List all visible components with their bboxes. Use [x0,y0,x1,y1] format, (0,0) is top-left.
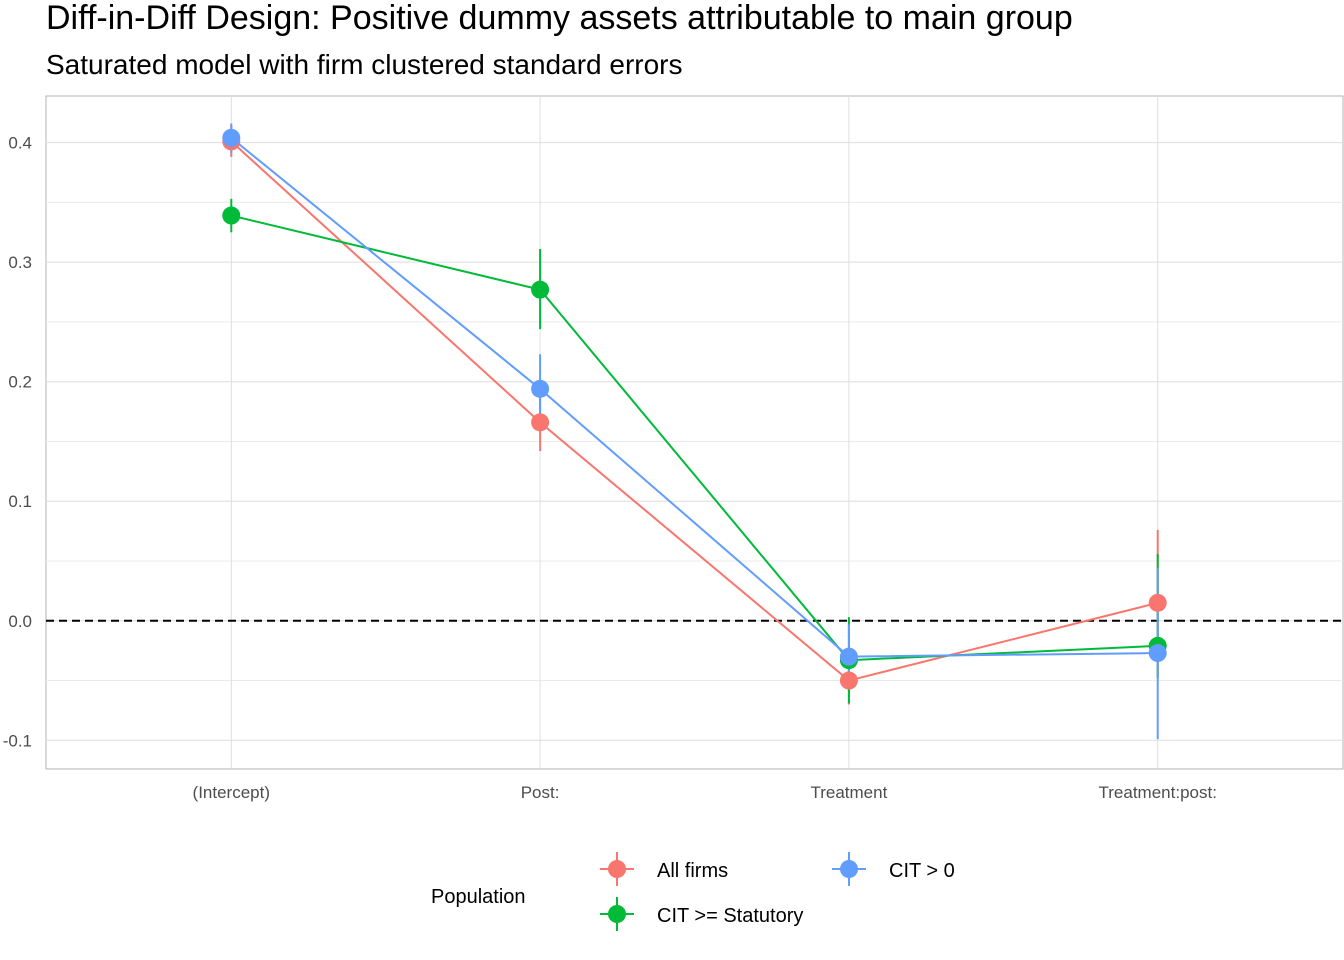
legend-label: All firms [657,860,728,882]
series-lines [230,137,1158,682]
legend-key-point [840,860,858,878]
x-axis: (Intercept) Post: Treatment Treatment:post: [193,783,1217,802]
y-tick-label: 0.4 [8,134,32,153]
x-tick-label: Treatment:post: [1099,783,1217,802]
y-tick-label: 0.0 [8,612,32,631]
y-tick-label: 0.3 [8,253,32,272]
chart-title: Diff-in-Diff Design: Positive dummy asse… [46,0,1073,37]
x-tick-label: Treatment [810,783,887,802]
series-line [230,137,1158,658]
x-tick-label: Post: [521,783,560,802]
legend-item: All firms [600,852,728,886]
y-tick-label: 0.1 [8,492,32,511]
legend: Population All firms CIT >= Statutory CIT … [431,852,955,931]
legend-label: CIT > 0 [889,860,955,882]
y-axis: 0.4 0.3 0.2 0.1 0.0 -0.1 [3,134,32,751]
legend-label: CIT >= Statutory [657,905,803,927]
data-point [222,206,241,225]
data-point [531,379,550,398]
data-point [531,280,550,299]
data-point [222,128,241,147]
legend-key-point [608,905,626,923]
series-line [231,214,1158,662]
data-point [1148,593,1167,612]
data-point [839,647,858,666]
grid-minor [46,201,1343,682]
data-points [222,128,1167,690]
plot-panel [45,95,1344,770]
data-point [1148,644,1167,663]
legend-key-point [608,860,626,878]
series-line [230,140,1158,682]
legend-item: CIT > 0 [832,852,955,886]
y-tick-label: 0.2 [8,373,32,392]
x-tick-label: (Intercept) [193,783,270,802]
y-tick-label: -0.1 [3,731,32,750]
data-point [839,671,858,690]
legend-item: CIT >= Statutory [600,897,803,931]
legend-title: Population [431,886,526,908]
data-point [531,413,550,432]
chart-subtitle: Saturated model with firm clustered stan… [46,49,683,80]
